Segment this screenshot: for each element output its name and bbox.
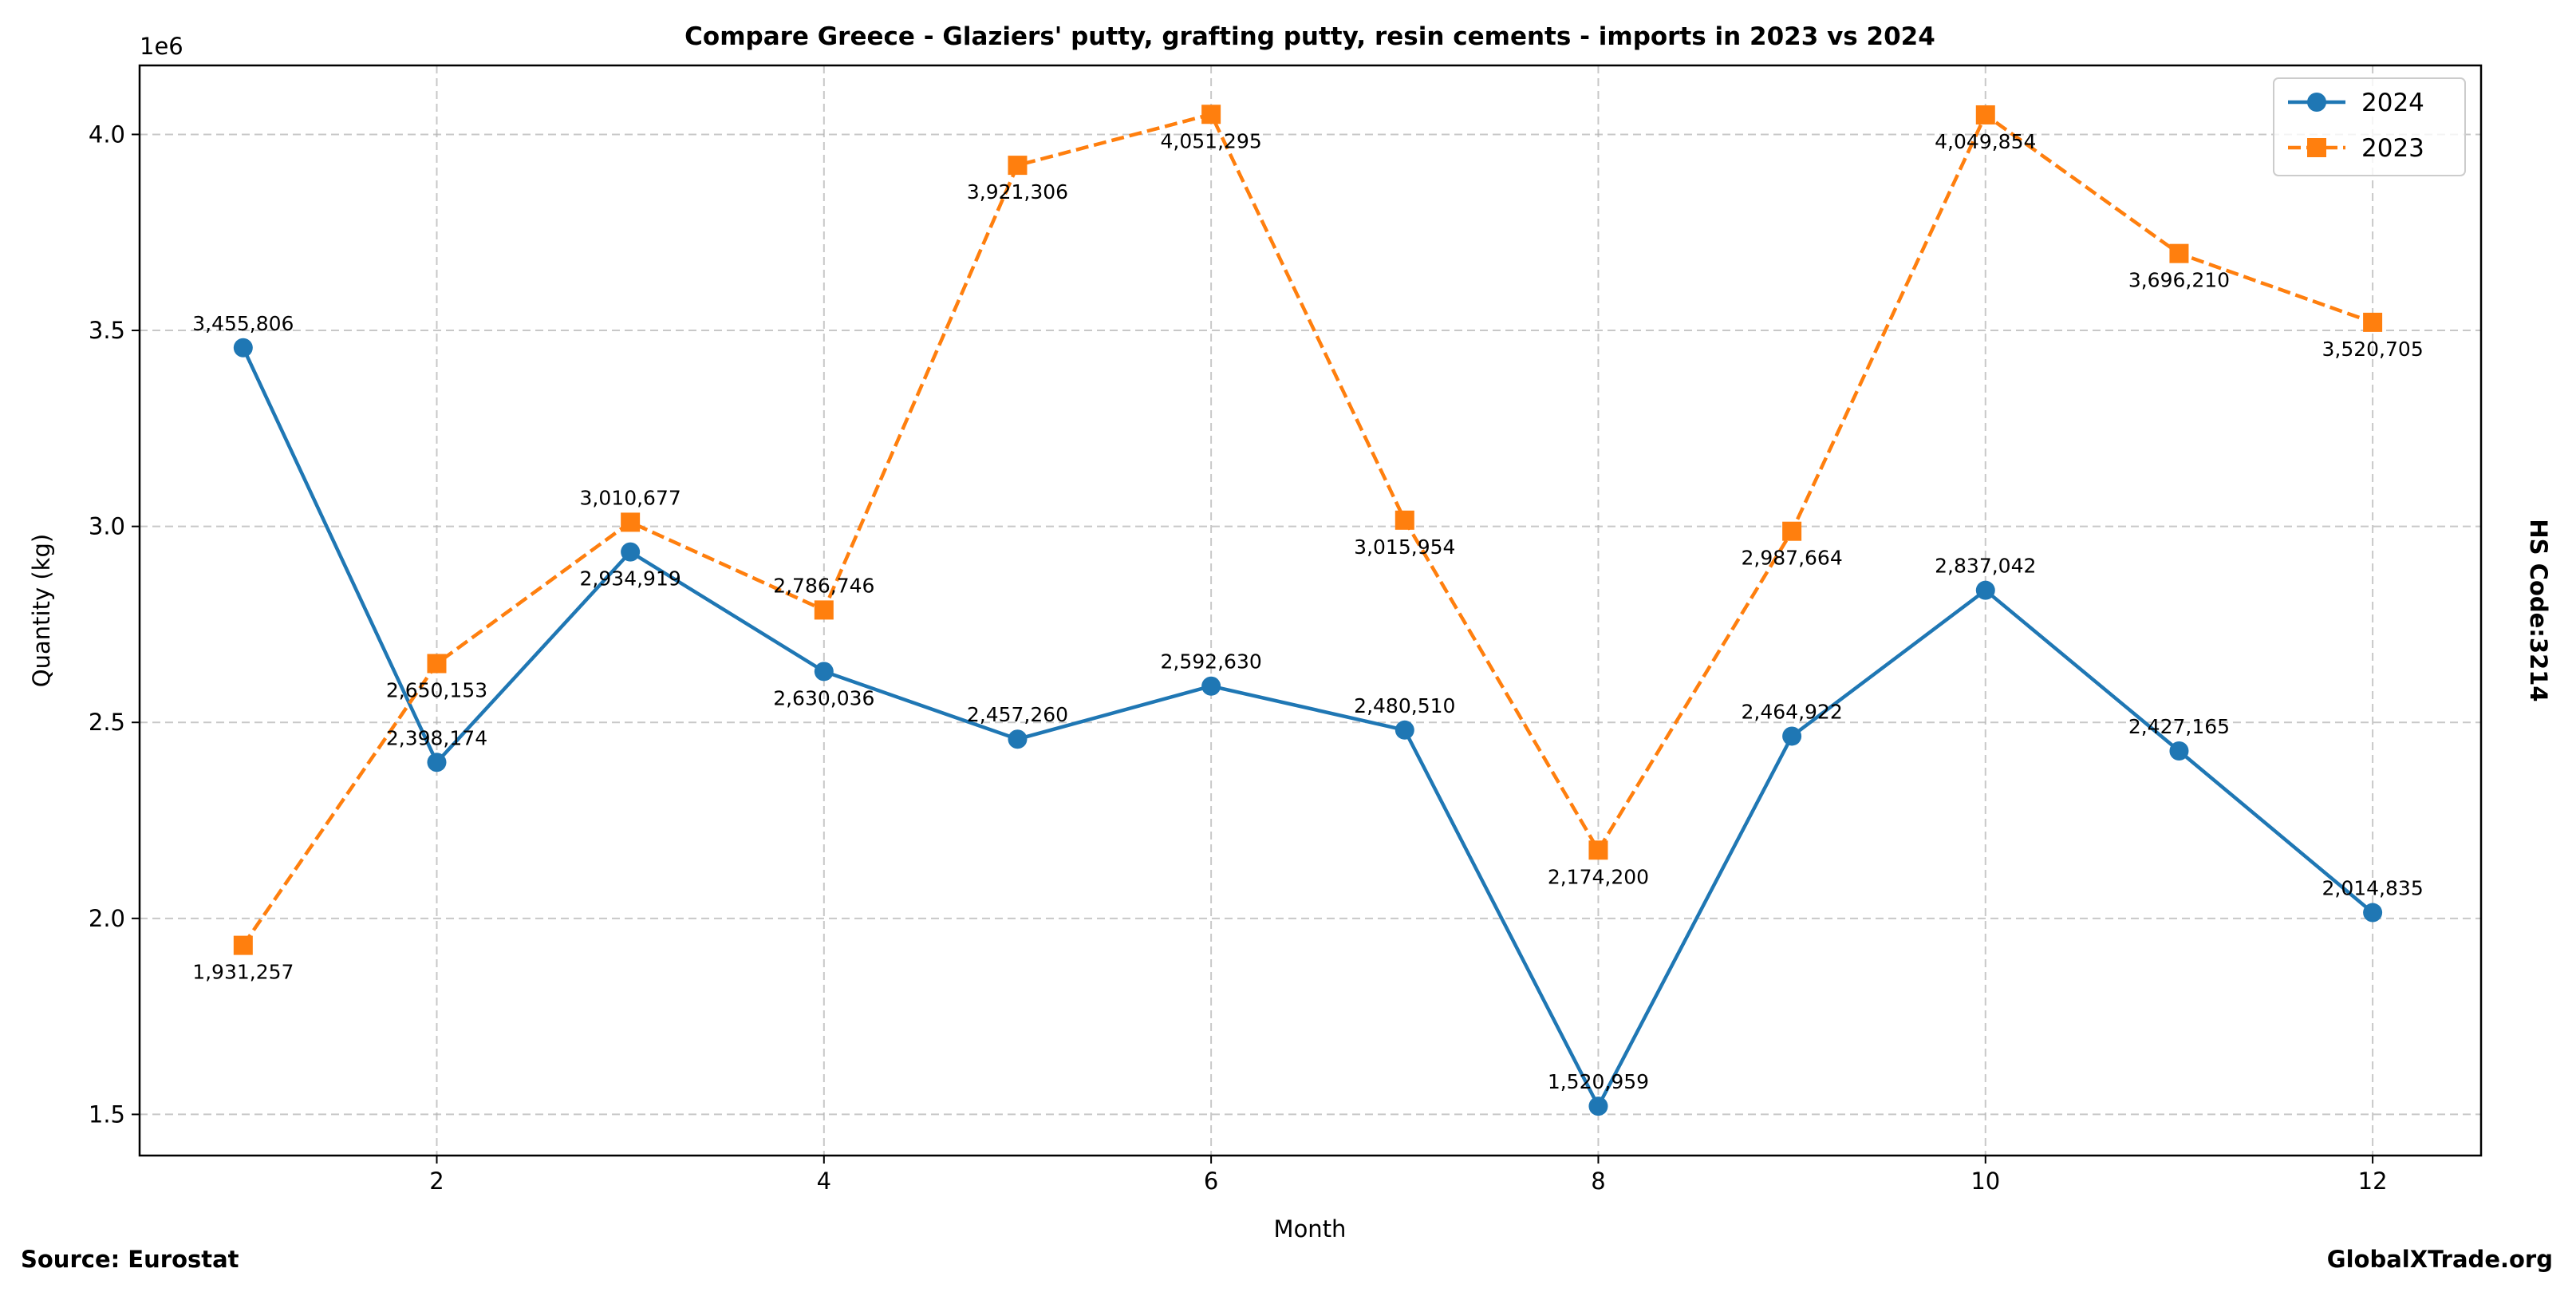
- data-point-2024: [233, 338, 253, 358]
- data-point-2023: [1588, 840, 1608, 860]
- data-point-2024: [1782, 726, 1802, 746]
- data-label-2024: 1,520,959: [1548, 1070, 1649, 1093]
- brand-label: GlobalXTrade.org: [2327, 1246, 2553, 1273]
- data-label-2023: 2,174,200: [1548, 865, 1649, 888]
- data-point-2024: [1201, 676, 1221, 696]
- data-labels: 3,455,806 2,398,174 2,934,919 2,630,036 2,45…: [192, 129, 2424, 1093]
- data-point-2024: [1588, 1096, 1608, 1116]
- chart-title: Compare Greece - Glaziers' putty, grafti…: [684, 22, 1935, 51]
- data-label-2023: 2,987,664: [1742, 547, 1843, 570]
- data-label-2024: 2,837,042: [1935, 555, 2036, 578]
- data-label-2024: 2,014,835: [2322, 877, 2423, 900]
- legend: 2024 2023: [2273, 77, 2466, 176]
- data-label-2023: 3,921,306: [967, 180, 1068, 203]
- legend-label-2023: 2023: [2361, 134, 2424, 163]
- x-tick-label: 8: [1591, 1168, 1605, 1195]
- data-label-2023: 2,650,153: [386, 678, 487, 701]
- data-point-2024: [1395, 720, 1414, 740]
- data-point-2023: [621, 512, 641, 532]
- data-label-2024: 2,457,260: [967, 703, 1068, 726]
- x-axis-label: Month: [1274, 1215, 1347, 1243]
- series-layer: [233, 105, 2383, 1116]
- data-label-2024: 2,464,922: [1742, 700, 1843, 723]
- data-label-2024: 2,398,174: [386, 726, 487, 749]
- y-offset-label: 1e6: [140, 33, 183, 60]
- data-label-2024: 2,592,630: [1161, 650, 1262, 674]
- data-point-2023: [1008, 156, 1028, 176]
- data-point-2023: [2169, 243, 2189, 263]
- data-label-2024: 2,427,165: [2128, 715, 2230, 738]
- y-tick-label: 2.5: [89, 709, 125, 736]
- data-label-2023: 4,049,854: [1935, 130, 2036, 153]
- legend-marker-2023: [2307, 138, 2326, 157]
- data-label-2023: 3,010,677: [580, 486, 681, 509]
- data-point-2024: [621, 542, 641, 562]
- data-label-2023: 3,520,705: [2322, 338, 2423, 361]
- data-point-2024: [1008, 729, 1028, 749]
- y-tick-label: 1.5: [89, 1100, 125, 1128]
- data-label-2024: 2,934,919: [580, 567, 681, 591]
- plot-frame: [138, 64, 2483, 1157]
- data-label-2023: 1,931,257: [192, 961, 294, 984]
- data-point-2023: [1975, 105, 1995, 124]
- data-point-2023: [1395, 510, 1414, 530]
- data-label-2024: 2,480,510: [1354, 694, 1455, 717]
- data-label-2024: 3,455,806: [192, 312, 294, 335]
- data-point-2023: [1782, 521, 1802, 541]
- series-line-2023: [241, 112, 2373, 946]
- grid: [140, 65, 2481, 1156]
- data-label-2024: 2,630,036: [773, 686, 874, 709]
- y-tick-label: 4.0: [89, 121, 125, 148]
- data-point-2024: [2169, 741, 2189, 761]
- legend-marker-2024: [2307, 93, 2326, 112]
- data-label-2023: 3,696,210: [2128, 269, 2230, 292]
- y-tick-label: 3.5: [89, 317, 125, 344]
- data-label-2023: 3,015,954: [1354, 535, 1455, 559]
- y-tick-label: 2.0: [89, 905, 125, 932]
- data-point-2024: [1975, 580, 1995, 600]
- hs-code-label: HS Code:3214: [2525, 519, 2552, 701]
- axis-ticks: 2 4 6 8 10 12 1.5 2.0 2.5 3.0 3.5 4.0: [89, 121, 2388, 1195]
- x-tick-label: 2: [429, 1168, 444, 1195]
- data-point-2023: [1201, 105, 1221, 124]
- source-label: Source: Eurostat: [21, 1246, 239, 1273]
- x-tick-label: 6: [1204, 1168, 1218, 1195]
- data-label-2023: 2,786,746: [773, 574, 874, 597]
- data-point-2023: [2363, 312, 2383, 332]
- x-tick-label: 10: [1970, 1168, 2000, 1195]
- data-label-2023: 4,051,295: [1161, 129, 1262, 152]
- x-tick-label: 12: [2358, 1168, 2388, 1195]
- y-axis-label: Quantity (kg): [28, 534, 55, 687]
- series-line-2024: [241, 346, 2374, 1111]
- x-tick-label: 4: [817, 1168, 831, 1195]
- y-tick-label: 3.0: [89, 513, 125, 540]
- data-point-2023: [427, 654, 447, 674]
- data-point-2024: [2363, 903, 2383, 923]
- data-point-2024: [814, 662, 834, 682]
- data-point-2023: [814, 600, 834, 620]
- data-point-2023: [233, 935, 253, 955]
- legend-label-2024: 2024: [2361, 89, 2424, 117]
- data-point-2024: [427, 753, 447, 772]
